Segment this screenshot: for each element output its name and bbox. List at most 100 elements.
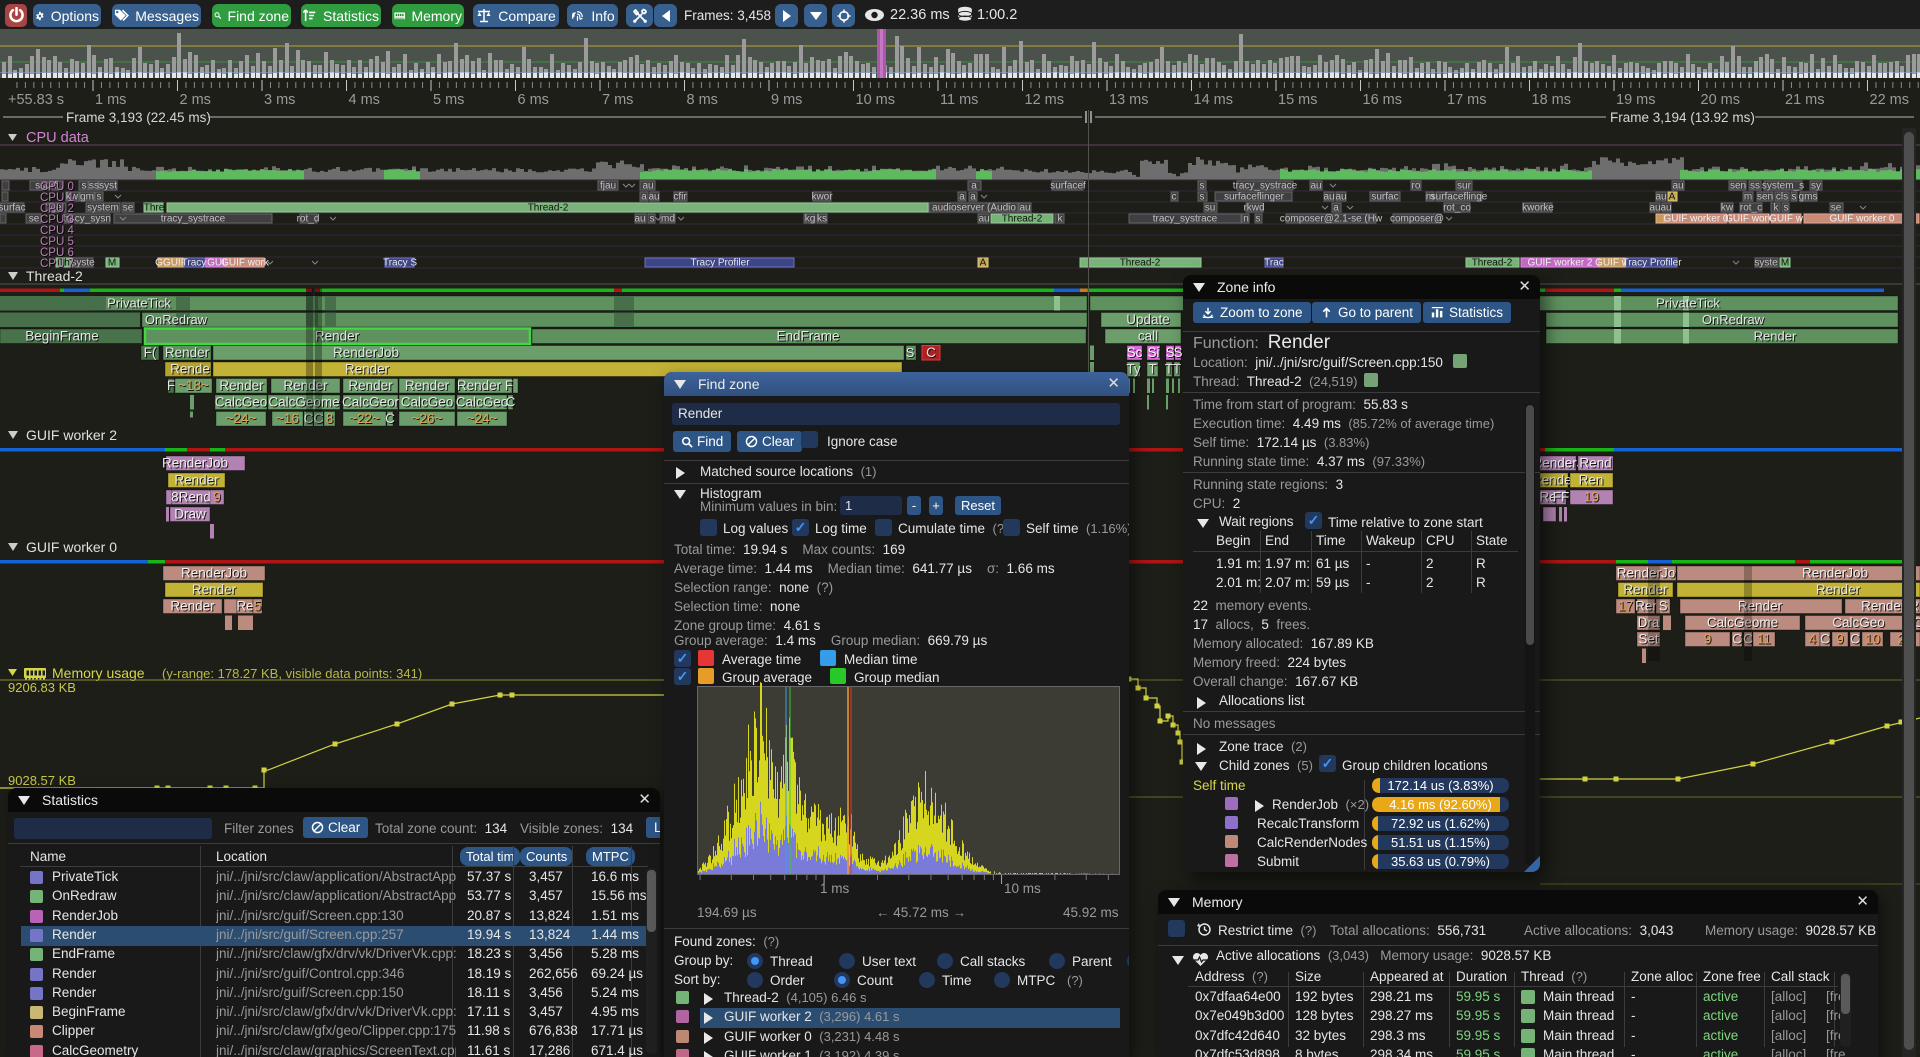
svg-text:C: C	[304, 411, 314, 426]
svg-text:k: k	[1058, 214, 1064, 225]
svg-text:3 ms: 3 ms	[264, 92, 295, 108]
svg-text:GUIF worker 0: GUIF worker 0	[1829, 214, 1894, 225]
svg-text:Render: Render	[349, 379, 394, 394]
svg-text:Render: Render	[193, 583, 238, 598]
svg-text:Thread-2: Thread-2	[1002, 214, 1043, 225]
svg-text:~24~: ~24~	[468, 412, 499, 427]
svg-text:21 ms: 21 ms	[1785, 92, 1825, 108]
svg-text:RenderJob: RenderJob	[333, 345, 399, 360]
svg-text:Rende: Rende	[170, 362, 210, 377]
svg-text:Render: Render	[1624, 583, 1669, 598]
svg-text:F: F	[167, 378, 175, 393]
svg-text:ss: ss	[1750, 181, 1760, 192]
svg-text:CalcGeome: CalcGeome	[268, 395, 339, 410]
svg-text:rot_d: rot_d	[297, 214, 320, 225]
svg-text:8 ms: 8 ms	[687, 92, 718, 108]
svg-text:Render F: Render F	[458, 379, 514, 394]
svg-text:GUIF w: GUIF w	[1769, 214, 1804, 225]
svg-text:Render: Render	[1817, 583, 1862, 598]
svg-text:CPU 5: CPU 5	[40, 236, 74, 248]
svg-text:CalcGeome: CalcGeome	[1707, 615, 1778, 630]
svg-text:au: au	[1019, 203, 1030, 214]
svg-text:PrivateTick: PrivateTick	[1657, 297, 1721, 312]
svg-text:A: A	[1669, 192, 1676, 203]
svg-text:5 ms: 5 ms	[433, 92, 464, 108]
svg-text:9: 9	[1837, 633, 1845, 648]
svg-text:CPU 2: CPU 2	[40, 203, 74, 215]
svg-text:ro: ro	[1412, 181, 1421, 192]
svg-text:kg: kg	[805, 214, 816, 225]
svg-text:1 ms: 1 ms	[95, 92, 126, 108]
svg-text:6 ms: 6 ms	[518, 92, 549, 108]
svg-text:Draw: Draw	[175, 508, 207, 523]
svg-text:a: a	[970, 192, 976, 203]
svg-text:CPU 0: CPU 0	[40, 181, 74, 193]
svg-text:5: 5	[255, 600, 263, 615]
svg-text:Set: Set	[1638, 632, 1659, 647]
svg-text:fjau: fjau	[600, 181, 616, 192]
svg-text:GUIF work: GUIF work	[1725, 214, 1774, 225]
svg-text:Ty: Ty	[1127, 363, 1142, 378]
svg-text:a: a	[641, 192, 647, 203]
svg-text:CalcGeome: CalcGeome	[269, 396, 340, 411]
svg-text:RenderJob: RenderJob	[181, 566, 247, 581]
svg-text:au: au	[1310, 181, 1321, 192]
svg-text:Rer: Rer	[1635, 599, 1657, 614]
svg-text:CalcGeo: CalcGeo	[402, 396, 455, 411]
svg-text:BeginFrame: BeginFrame	[25, 329, 99, 344]
svg-text:8Rend: 8Rend	[171, 490, 211, 505]
svg-text:EndFrame: EndFrame	[777, 330, 840, 345]
svg-text:m: m	[1744, 192, 1752, 203]
svg-text:CPU data: CPU data	[26, 130, 90, 146]
svg-text:19: 19	[1584, 490, 1599, 505]
svg-text:se: se	[123, 203, 134, 214]
svg-text:19: 19	[1585, 491, 1600, 506]
svg-text:Render: Render	[406, 379, 451, 394]
svg-text:14 ms: 14 ms	[1194, 92, 1234, 108]
svg-text:rot_co: rot_co	[1443, 203, 1471, 214]
svg-text:s: s	[1200, 192, 1205, 203]
svg-text:Re: Re	[237, 600, 254, 615]
svg-text:GUIF worker 0: GUIF worker 0	[26, 539, 117, 555]
svg-text:RenderJ: RenderJ	[1533, 457, 1584, 472]
svg-text:~22~: ~22~	[349, 411, 380, 426]
svg-text:Tracy: Tracy	[182, 258, 207, 269]
svg-text:Re: Re	[236, 599, 253, 614]
svg-text:M: M	[1781, 258, 1789, 269]
svg-text:~24~: ~24~	[227, 412, 258, 427]
svg-text:9028.57 KB: 9028.57 KB	[8, 773, 76, 788]
svg-text:11: 11	[1758, 633, 1772, 648]
svg-text:13 ms: 13 ms	[1109, 92, 1149, 108]
svg-text:Si: Si	[1147, 345, 1159, 360]
svg-text:GUIF w: GUIF w	[1595, 258, 1630, 269]
svg-text:Render: Render	[170, 599, 215, 614]
svg-text:~18~: ~18~	[178, 378, 209, 393]
svg-text:12 ms: 12 ms	[1025, 92, 1065, 108]
svg-text:Render: Render	[1755, 330, 1798, 345]
svg-text:RenderJ: RenderJ	[1532, 456, 1583, 471]
svg-text:S: S	[1166, 346, 1175, 361]
svg-text:T: T	[1173, 362, 1181, 377]
svg-text:10: 10	[1865, 632, 1880, 647]
svg-text:au: au	[1655, 192, 1666, 203]
svg-text:M: M	[108, 258, 116, 269]
svg-text:Render: Render	[283, 378, 328, 393]
svg-text:CPU 4: CPU 4	[41, 226, 75, 238]
svg-text:~24~: ~24~	[226, 411, 257, 426]
svg-text:Sc: Sc	[1127, 345, 1143, 360]
svg-text:kworke: kworke	[1522, 203, 1554, 214]
svg-text:C: C	[1850, 632, 1860, 647]
svg-text:Frame 3,194 (13.92 ms): Frame 3,194 (13.92 ms)	[1610, 110, 1755, 125]
svg-text:Re: Re	[1539, 490, 1556, 505]
svg-text:n: n	[1243, 214, 1249, 225]
svg-text:PrivateTick: PrivateTick	[107, 296, 171, 311]
svg-text:Draw: Draw	[174, 507, 206, 522]
svg-text:ge: ge	[50, 203, 62, 214]
svg-text:CPU 2: CPU 2	[41, 204, 75, 216]
svg-text:Thread-2: Thread-2	[1120, 258, 1161, 269]
svg-text:GUIF worker 0: GUIF worker 0	[1663, 214, 1728, 225]
svg-text:au: au	[634, 214, 645, 225]
svg-text:9: 9	[1704, 632, 1712, 647]
svg-text:Render: Render	[1754, 329, 1797, 344]
svg-text:Dra: Dra	[1638, 615, 1660, 630]
